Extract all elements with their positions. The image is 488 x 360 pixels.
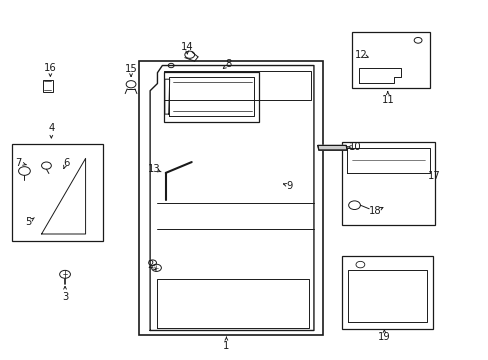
Text: 17: 17 — [427, 171, 440, 181]
Text: 10: 10 — [348, 142, 361, 152]
Text: 11: 11 — [381, 95, 393, 105]
Text: 15: 15 — [124, 64, 137, 74]
Text: 13: 13 — [147, 164, 160, 174]
Text: 12: 12 — [354, 50, 367, 60]
Bar — [342, 142, 434, 225]
Text: 5: 5 — [25, 217, 32, 227]
Bar — [342, 256, 432, 329]
Bar — [139, 61, 322, 335]
Text: 16: 16 — [44, 63, 57, 73]
Bar — [351, 32, 429, 88]
Text: 9: 9 — [286, 181, 293, 191]
Text: 3: 3 — [62, 292, 68, 302]
Text: 18: 18 — [368, 206, 381, 216]
Text: 8: 8 — [225, 59, 231, 69]
Text: 6: 6 — [62, 158, 69, 168]
Text: 2: 2 — [147, 260, 154, 270]
Text: 1: 1 — [223, 341, 229, 351]
Text: 4: 4 — [48, 123, 54, 133]
Text: 7: 7 — [15, 158, 22, 168]
Text: 14: 14 — [181, 42, 193, 52]
Bar — [163, 72, 259, 122]
Bar — [12, 144, 102, 241]
Text: 19: 19 — [377, 332, 390, 342]
Bar — [43, 80, 53, 92]
Polygon shape — [317, 145, 346, 150]
